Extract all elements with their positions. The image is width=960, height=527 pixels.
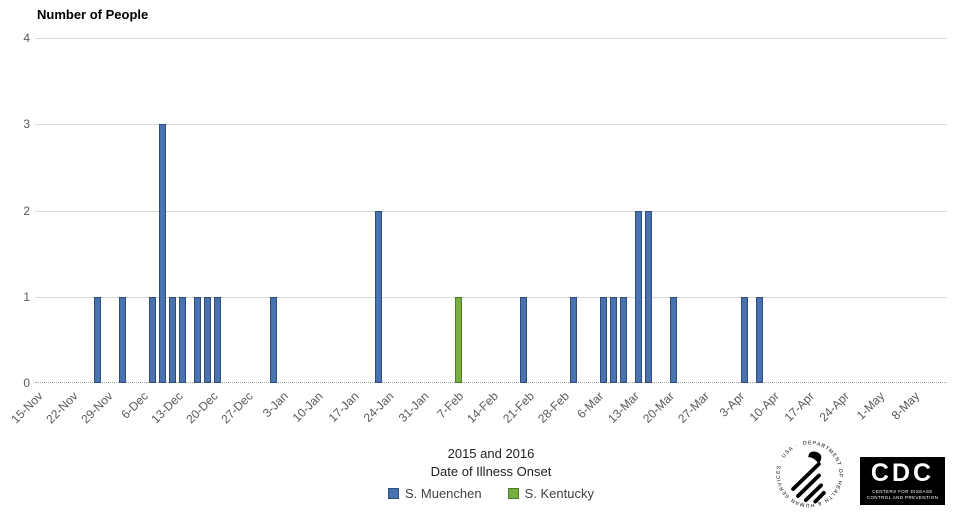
gridline (35, 296, 947, 298)
bar-s-muenchen-7-apr (755, 296, 763, 383)
bar-s-muenchen-1-jan (269, 296, 277, 383)
legend-label-muenchen: S. Muenchen (405, 486, 482, 501)
bar-s-muenchen-10-dec (159, 124, 167, 383)
x-axis-line (35, 382, 947, 383)
bar-s-muenchen-27-nov (94, 296, 102, 383)
legend-swatch-kentucky (507, 488, 519, 499)
x-tick-label: 10-Jan (290, 389, 327, 425)
y-tick-label: 0 (23, 376, 30, 390)
x-axis-title-years: 2015 and 2016 (447, 446, 535, 461)
x-tick-label: 24-Apr (816, 389, 853, 425)
bar-s-muenchen-22-jan (374, 210, 382, 383)
bar-s-muenchen-14-mar (635, 210, 643, 383)
x-tick-label: 15-Nov (8, 389, 46, 427)
bar-s-kentucky-7-feb (454, 296, 462, 383)
legend-swatch-muenchen (388, 488, 399, 499)
bar-s-muenchen-2-dec (119, 296, 127, 383)
gridline (35, 38, 947, 39)
x-tick-label: 20-Mar (640, 389, 677, 426)
bar-s-muenchen-14-dec (179, 296, 187, 383)
x-tick-label: 6-Mar (574, 389, 607, 422)
legend-item-muenchen: S. Muenchen (388, 486, 482, 501)
bar-s-muenchen-17-dec (194, 296, 202, 383)
bar-s-muenchen-8-dec (149, 296, 157, 383)
x-tick-label: 27-Mar (675, 389, 712, 426)
x-tick-label: 17-Jan (325, 389, 362, 425)
x-tick-label: 17-Apr (781, 389, 818, 425)
gridline (35, 124, 947, 126)
hhs-seal-logo: DEPARTMENT OF HEALTH & HUMAN SERVICES · … (767, 431, 853, 521)
x-tick-label: 20-Dec (183, 389, 221, 427)
x-tick-label: 14-Feb (464, 389, 502, 426)
x-tick-label: 27-Dec (218, 389, 256, 427)
bar-s-muenchen-9-mar (610, 296, 618, 383)
bar-s-muenchen-21-mar (670, 296, 678, 383)
x-tick-label: 3-Jan (259, 389, 291, 421)
y-tick-label: 4 (23, 31, 30, 45)
cdc-logo-caption: CENTERS FOR DISEASE CONTROL AND PREVENTI… (866, 489, 939, 500)
bar-s-muenchen-12-dec (169, 296, 177, 383)
legend-label-kentucky: S. Kentucky (524, 486, 594, 501)
x-tick-label: 6-Dec (118, 389, 151, 422)
cdc-logo-text: CDC (870, 459, 935, 488)
y-tick-label: 2 (23, 203, 30, 218)
plot-area (35, 38, 947, 383)
x-tick-label: 1-May (853, 389, 888, 423)
x-tick-label: 13-Dec (148, 389, 186, 427)
bar-s-muenchen-21-dec (214, 296, 222, 383)
x-tick-label: 8-May (888, 389, 923, 423)
x-tick-label: 22-Nov (43, 389, 81, 427)
y-tick-label: 1 (23, 289, 30, 304)
x-tick-label: 13-Mar (604, 389, 642, 426)
bar-s-muenchen-1-mar (570, 296, 578, 383)
x-axis-title: Date of Illness Onset (430, 464, 552, 479)
x-tick-label: 7-Feb (434, 389, 467, 422)
bar-s-muenchen-11-mar (620, 296, 628, 383)
bar-s-muenchen-4-apr (740, 296, 748, 383)
x-tick-label: 3-Apr (716, 389, 747, 420)
bar-s-muenchen-16-mar (645, 210, 653, 383)
cdc-logo: CDC CENTERS FOR DISEASE CONTROL AND PREV… (860, 457, 945, 505)
x-tick-label: 21-Feb (499, 389, 537, 426)
gridline (35, 210, 947, 212)
legend: S. Muenchen S. Kentucky (35, 486, 947, 501)
legend-item-kentucky: S. Kentucky (507, 486, 594, 501)
x-tick-label: 10-Apr (746, 389, 783, 425)
x-tick-label: 28-Feb (534, 389, 572, 426)
x-tick-label: 24-Jan (360, 389, 397, 425)
x-tick-label: 29-Nov (78, 389, 116, 427)
bar-s-muenchen-20-feb (520, 296, 528, 383)
hhs-eagle-icon (791, 462, 826, 504)
hhs-eagle-head (808, 451, 822, 465)
chart-title: Number of People (37, 7, 149, 22)
bar-s-muenchen-7-mar (600, 296, 608, 383)
x-tick-label: 31-Jan (395, 389, 432, 425)
y-tick-label: 3 (23, 117, 30, 132)
bar-s-muenchen-19-dec (204, 296, 212, 383)
